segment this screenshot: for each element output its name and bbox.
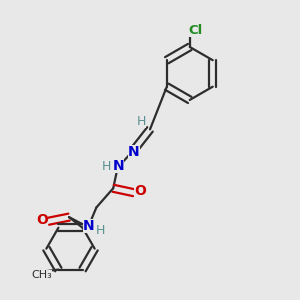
Text: H: H (102, 160, 111, 173)
Text: N: N (112, 159, 124, 173)
Text: CH₃: CH₃ (31, 270, 52, 280)
Text: N: N (128, 146, 140, 159)
Text: Cl: Cl (188, 24, 202, 37)
Text: H: H (95, 224, 105, 237)
Text: N: N (83, 219, 95, 233)
Text: O: O (134, 184, 146, 198)
Text: H: H (136, 115, 146, 128)
Text: O: O (36, 213, 48, 227)
